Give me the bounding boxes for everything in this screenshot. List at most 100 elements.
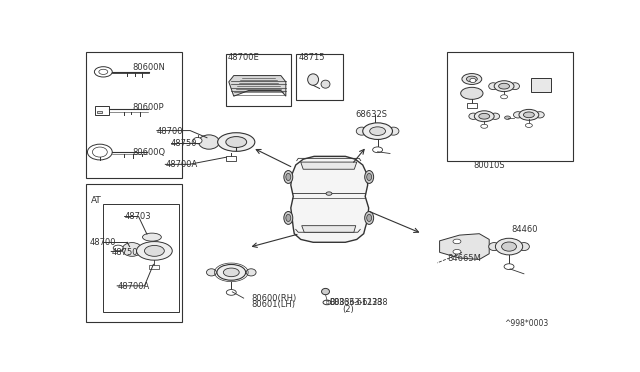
Bar bbox=[86, 183, 182, 323]
Bar bbox=[296, 54, 343, 100]
Text: 80600(RH): 80600(RH) bbox=[251, 294, 296, 303]
Text: 48700A: 48700A bbox=[165, 160, 198, 169]
Ellipse shape bbox=[286, 214, 291, 221]
Ellipse shape bbox=[365, 212, 374, 224]
Text: 48700A: 48700A bbox=[117, 282, 150, 291]
Text: 84460: 84460 bbox=[511, 225, 538, 234]
Ellipse shape bbox=[370, 127, 385, 135]
Ellipse shape bbox=[474, 111, 494, 122]
Ellipse shape bbox=[495, 238, 523, 255]
Ellipse shape bbox=[518, 243, 529, 251]
Bar bbox=[227, 156, 236, 161]
Circle shape bbox=[453, 250, 461, 254]
Text: 80601(LH): 80601(LH) bbox=[251, 300, 295, 309]
Circle shape bbox=[99, 69, 108, 74]
Ellipse shape bbox=[511, 83, 520, 90]
Ellipse shape bbox=[218, 133, 255, 151]
Polygon shape bbox=[440, 234, 489, 260]
Text: (2): (2) bbox=[342, 305, 354, 314]
Text: 48700: 48700 bbox=[157, 126, 184, 136]
Text: ^998*0003: ^998*0003 bbox=[504, 318, 548, 328]
Ellipse shape bbox=[207, 269, 216, 276]
Ellipse shape bbox=[217, 264, 246, 280]
Ellipse shape bbox=[462, 74, 482, 84]
Text: 80600N: 80600N bbox=[132, 63, 165, 72]
Ellipse shape bbox=[198, 135, 220, 149]
Ellipse shape bbox=[470, 78, 476, 83]
Text: 80010S: 80010S bbox=[474, 161, 505, 170]
Ellipse shape bbox=[284, 170, 292, 183]
Bar bbox=[467, 103, 477, 108]
Ellipse shape bbox=[365, 170, 374, 183]
Ellipse shape bbox=[499, 83, 509, 89]
Text: 48700E: 48700E bbox=[228, 53, 260, 62]
Text: 84665M: 84665M bbox=[447, 254, 481, 263]
Ellipse shape bbox=[467, 76, 477, 82]
Text: B08363-61238: B08363-61238 bbox=[330, 298, 388, 307]
Ellipse shape bbox=[461, 87, 483, 99]
Ellipse shape bbox=[494, 81, 514, 92]
Ellipse shape bbox=[193, 137, 202, 144]
Polygon shape bbox=[229, 76, 286, 96]
Ellipse shape bbox=[491, 113, 500, 119]
Ellipse shape bbox=[223, 268, 239, 277]
Text: 48750: 48750 bbox=[111, 248, 138, 257]
Circle shape bbox=[481, 124, 488, 128]
Circle shape bbox=[326, 192, 332, 195]
Ellipse shape bbox=[226, 137, 246, 147]
Bar bbox=[97, 110, 102, 113]
Text: 48715: 48715 bbox=[298, 53, 324, 62]
Polygon shape bbox=[301, 226, 356, 232]
Text: AT: AT bbox=[91, 196, 102, 205]
Bar bbox=[95, 106, 109, 115]
Text: 68632S: 68632S bbox=[355, 110, 387, 119]
Ellipse shape bbox=[524, 112, 534, 118]
Ellipse shape bbox=[513, 112, 522, 118]
Ellipse shape bbox=[479, 113, 490, 119]
Ellipse shape bbox=[535, 112, 544, 118]
Circle shape bbox=[113, 245, 123, 251]
Text: 80600P: 80600P bbox=[132, 103, 164, 112]
Circle shape bbox=[525, 124, 532, 128]
Bar bbox=[150, 265, 159, 269]
Ellipse shape bbox=[469, 113, 478, 119]
Ellipse shape bbox=[367, 173, 372, 180]
Ellipse shape bbox=[246, 269, 256, 276]
Ellipse shape bbox=[363, 123, 392, 140]
Text: 80600Q: 80600Q bbox=[132, 148, 165, 157]
Circle shape bbox=[227, 289, 236, 295]
Ellipse shape bbox=[321, 80, 330, 88]
Ellipse shape bbox=[519, 109, 539, 120]
Ellipse shape bbox=[367, 214, 372, 221]
Ellipse shape bbox=[145, 246, 164, 256]
Ellipse shape bbox=[143, 233, 161, 241]
Text: 48750: 48750 bbox=[171, 139, 197, 148]
Ellipse shape bbox=[284, 212, 292, 224]
Ellipse shape bbox=[489, 243, 500, 251]
Text: 48703: 48703 bbox=[125, 212, 151, 221]
Circle shape bbox=[504, 264, 514, 269]
Ellipse shape bbox=[286, 173, 291, 180]
Bar bbox=[103, 203, 179, 312]
Ellipse shape bbox=[136, 241, 172, 260]
Circle shape bbox=[372, 147, 383, 153]
Ellipse shape bbox=[122, 243, 142, 256]
Circle shape bbox=[94, 67, 112, 77]
Ellipse shape bbox=[308, 74, 319, 85]
Bar bbox=[86, 52, 182, 178]
Text: B: B bbox=[325, 300, 329, 305]
Ellipse shape bbox=[88, 144, 112, 160]
Ellipse shape bbox=[502, 242, 516, 251]
Circle shape bbox=[504, 116, 511, 119]
Bar bbox=[531, 78, 551, 92]
Ellipse shape bbox=[388, 127, 399, 135]
Circle shape bbox=[323, 300, 331, 305]
Text: 08363-61238: 08363-61238 bbox=[330, 298, 383, 307]
Ellipse shape bbox=[356, 127, 367, 135]
Polygon shape bbox=[291, 156, 369, 242]
Ellipse shape bbox=[321, 288, 330, 295]
Circle shape bbox=[453, 239, 461, 244]
Bar bbox=[227, 54, 291, 106]
Text: 48700: 48700 bbox=[90, 238, 116, 247]
Ellipse shape bbox=[92, 147, 108, 157]
